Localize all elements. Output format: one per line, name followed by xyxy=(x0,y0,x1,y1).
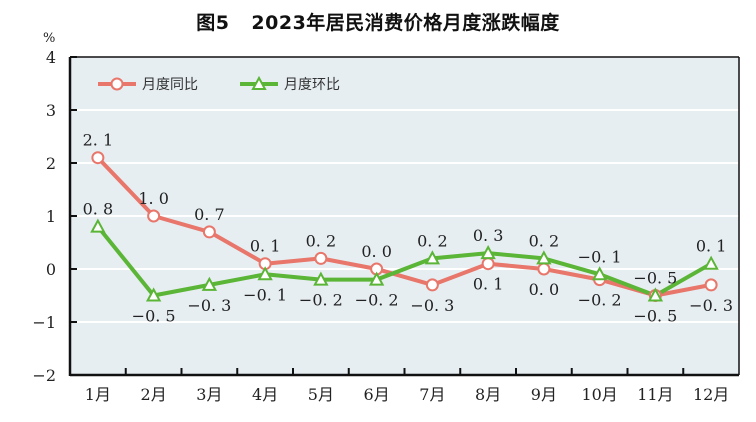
y-tick-label: 4 xyxy=(46,48,56,67)
figure-number: 图5 xyxy=(196,12,230,34)
data-label-mom: 0. 2 xyxy=(417,231,448,250)
data-label-mom: −0. 2 xyxy=(299,291,343,310)
data-label-mom: −0. 3 xyxy=(187,296,231,315)
data-label-yoy: −0. 3 xyxy=(689,296,733,315)
data-point-mom xyxy=(424,250,441,265)
x-tick-label: 6月 xyxy=(364,385,390,404)
x-tick-label: 9月 xyxy=(531,385,557,404)
data-point-mom xyxy=(703,255,719,270)
legend-triangle-icon xyxy=(251,75,267,90)
x-tick-label: 10月 xyxy=(581,385,617,404)
data-label-yoy: 1. 0 xyxy=(138,189,169,208)
data-point-mom xyxy=(257,266,273,281)
series-group xyxy=(90,151,719,302)
axes xyxy=(68,56,740,377)
data-point-mom xyxy=(480,245,496,260)
data-point-yoy xyxy=(91,151,105,165)
y-tick-label: 1 xyxy=(46,207,56,226)
legend-label: 月度环比 xyxy=(284,77,340,93)
y-tick-label: 0 xyxy=(46,260,56,279)
legend-item-mom: 月度环比 xyxy=(240,75,340,93)
data-point-mom xyxy=(201,276,218,291)
x-tick-label: 12月 xyxy=(693,385,729,404)
x-tick-label: 1月 xyxy=(85,385,111,404)
data-point-mom xyxy=(591,266,608,281)
data-point-yoy xyxy=(314,251,328,265)
data-point-yoy xyxy=(704,278,718,292)
data-label-mom: −0. 1 xyxy=(243,285,287,304)
data-label-yoy: 0. 1 xyxy=(250,237,281,256)
data-point-mom xyxy=(145,287,162,302)
legend-label: 月度同比 xyxy=(142,77,198,93)
data-point-mom xyxy=(647,287,664,302)
x-tick-label: 11月 xyxy=(637,385,673,404)
data-point-mom xyxy=(536,250,552,265)
y-axis-unit: % xyxy=(43,31,55,46)
y-tick-label: 3 xyxy=(46,101,56,120)
data-label-mom: 0. 2 xyxy=(529,231,560,250)
data-label-yoy: 0. 0 xyxy=(361,242,392,261)
y-tick-label: 2 xyxy=(46,154,56,173)
x-tick-label: 8月 xyxy=(475,385,501,404)
data-point-mom xyxy=(90,218,106,233)
x-tick-label: 4月 xyxy=(252,385,278,404)
y-tick-label: −2 xyxy=(32,366,56,385)
y-tick-label: −1 xyxy=(32,313,56,332)
legend: 月度同比 月度环比 xyxy=(98,75,340,93)
data-label-mom: −0. 5 xyxy=(633,269,677,288)
data-label-yoy: −0. 3 xyxy=(410,296,454,315)
series-line-mom xyxy=(96,225,713,298)
x-tick-label: 7月 xyxy=(419,385,445,404)
legend-item-yoy: 月度同比 xyxy=(98,77,198,93)
data-label-mom: −0. 1 xyxy=(578,247,622,266)
data-label-yoy: 0. 7 xyxy=(194,205,225,224)
data-point-yoy xyxy=(202,225,216,239)
data-labels: 2. 1 1. 0 0. 7 0. 1 0. 2 0. 0 −0. 3 0. 1 0. 0 −0.… xyxy=(83,131,733,326)
data-point-yoy xyxy=(425,278,439,292)
data-label-yoy: −0. 2 xyxy=(578,291,622,310)
title-text: 2023年居民消费价格月度涨跌幅度 xyxy=(251,12,560,34)
data-point-mom xyxy=(368,271,385,286)
data-label-mom: 0. 1 xyxy=(696,237,727,256)
chart-title: 图5 2023年居民消费价格月度涨跌幅度 xyxy=(0,8,756,35)
data-point-mom xyxy=(313,271,329,286)
data-label-yoy: −0. 5 xyxy=(633,307,677,326)
legend-circle-icon xyxy=(110,77,124,91)
data-label-mom: −0. 2 xyxy=(355,291,399,310)
data-point-yoy xyxy=(481,257,495,271)
data-label-mom: 0. 3 xyxy=(473,226,504,245)
data-label-yoy: 2. 1 xyxy=(83,131,114,150)
data-label-mom: 0. 8 xyxy=(83,200,114,219)
data-point-yoy xyxy=(147,209,161,223)
x-tick-labels: 1月 2月 3月 4月 5月 6月 7月 8月 9月 10月 11月 12月 xyxy=(85,385,730,404)
data-label-yoy: 0. 2 xyxy=(306,231,337,250)
x-tick-label: 2月 xyxy=(141,385,167,404)
x-tick-label: 3月 xyxy=(196,385,222,404)
x-tick-label: 5月 xyxy=(308,385,334,404)
data-label-yoy: 0. 0 xyxy=(529,280,560,299)
data-point-yoy xyxy=(537,262,551,276)
y-tick-labels: 4 3 2 1 0 −1 −2 xyxy=(32,48,56,385)
data-label-yoy: 0. 1 xyxy=(473,275,504,294)
data-label-mom: −0. 5 xyxy=(132,307,176,326)
series-line-yoy xyxy=(96,156,712,298)
